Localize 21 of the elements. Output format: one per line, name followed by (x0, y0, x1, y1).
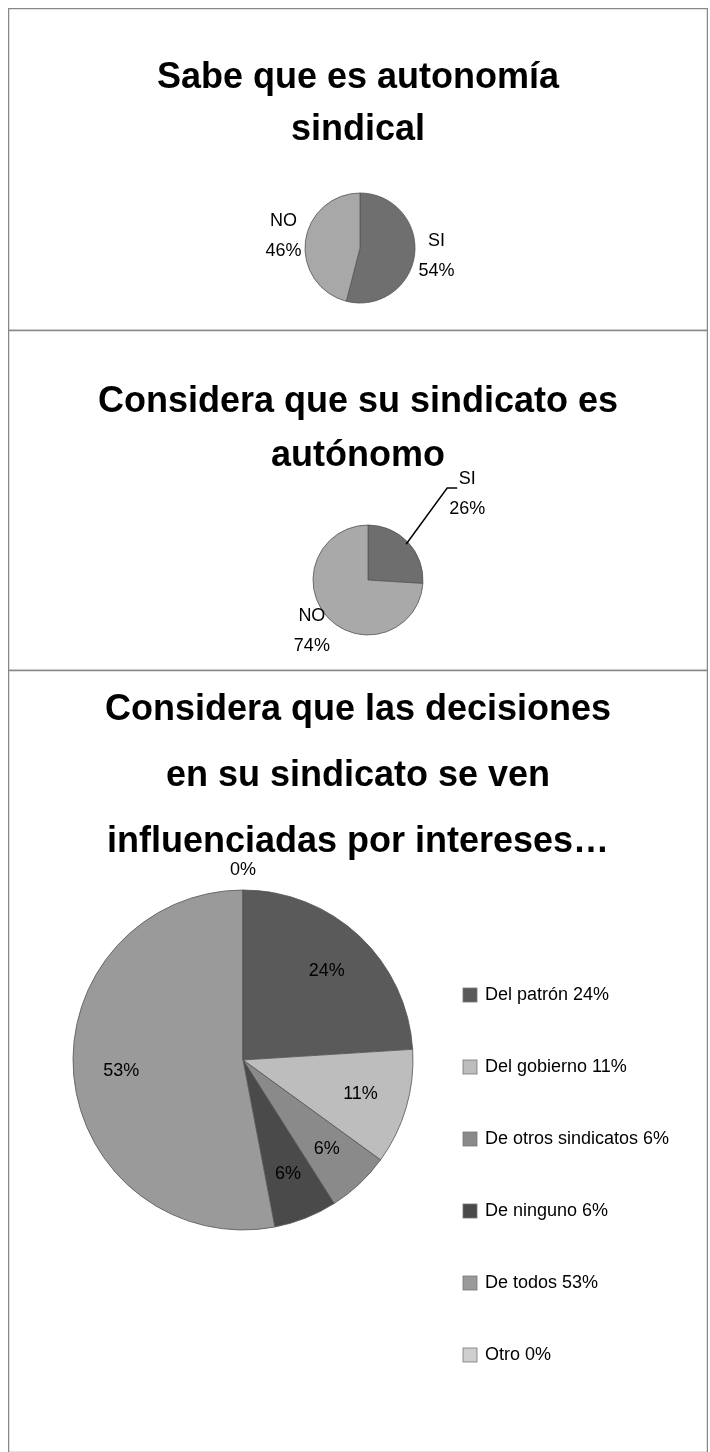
slice-label: NO (298, 604, 326, 625)
data-label: 24% (308, 959, 345, 980)
legend-label: Del patrón 24% (485, 983, 610, 1004)
legend-label: De ninguno 6% (485, 1199, 609, 1220)
chart-title: Considera que las decisiones en su sindicato se ven influenciadas por intereses… (104, 687, 612, 860)
data-label: 26% (449, 497, 486, 518)
data-label: 6% (313, 1137, 340, 1158)
text: 0% (229, 858, 257, 879)
legend-label: Del gobierno 11% (485, 1055, 627, 1076)
chart-title: Sabe que es autonomía sindical (156, 55, 561, 148)
legend-label: De otros sindicatos 6% (485, 1127, 670, 1148)
data-label: 74% (293, 634, 330, 655)
data-label: 11% (343, 1082, 378, 1103)
data-label: 53% (103, 1060, 140, 1081)
slice-label: NO (270, 210, 298, 231)
data-label: 46% (265, 240, 302, 261)
data-label: 54% (418, 259, 455, 280)
data-label: 6% (275, 1162, 302, 1183)
slice-label: SI (427, 229, 445, 250)
legend-label: De todos 53% (485, 1271, 599, 1292)
legend-label: Otro 0% (485, 1343, 552, 1364)
